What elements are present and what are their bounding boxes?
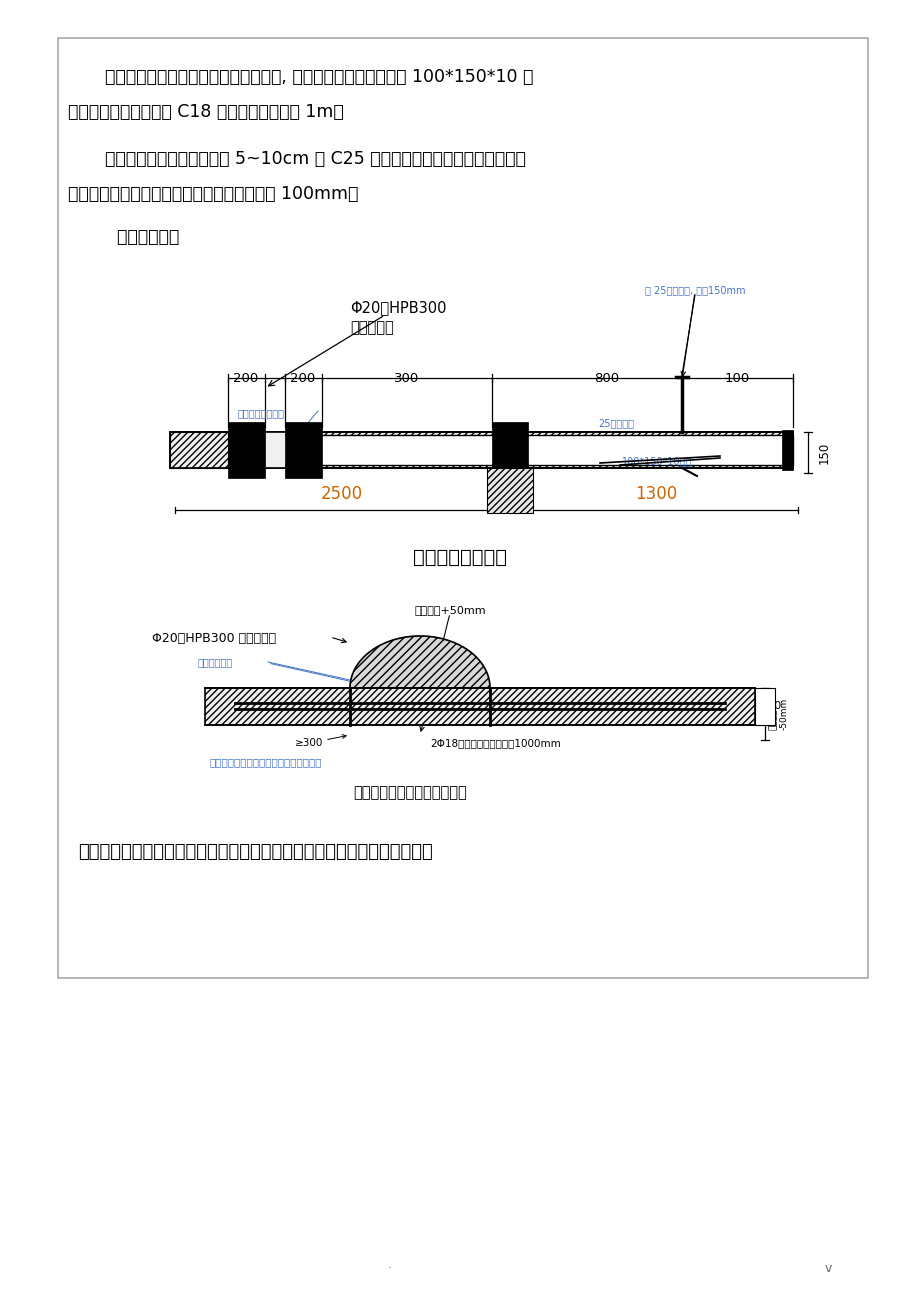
Text: 预埋环平直锚固段应在楼板底铁钢筋下侧: 预埋环平直锚固段应在楼板底铁钢筋下侧 [210,756,323,767]
Text: 100: 100 [723,372,749,385]
Bar [265,432,285,467]
Bar [170,432,228,467]
Text: 板。拉环根部附加两根 C18 锚固加强筋，长度 1m。: 板。拉环根部附加两根 C18 锚固加强筋，长度 1m。 [68,103,344,121]
Text: 构造详见下图: 构造详见下图 [95,228,179,246]
Bar [58,38,867,978]
Text: 悬挑钢梁穿墙处，如下做法，该处钢筋按照图纸及相关图集要求进行加强。: 悬挑钢梁穿墙处，如下做法，该处钢筋按照图纸及相关图集要求进行加强。 [78,842,432,861]
Text: 200: 200 [290,372,315,385]
Text: v: v [823,1262,831,1275]
Text: 悬挑钢梁楼面做法: 悬挑钢梁楼面做法 [413,548,506,566]
Text: 楔木楔子楔紧: 楔木楔子楔紧 [198,658,233,667]
Polygon shape [349,635,490,687]
Bar [228,422,265,478]
Text: 硬木楔子侧向楔紧: 硬木楔子侧向楔紧 [238,408,285,418]
Text: 2500: 2500 [321,486,363,503]
Text: h20: h20 [759,700,780,711]
Text: Φ20（HPB300: Φ20（HPB300 [349,299,446,315]
Text: 业 25钢筋焊接, 高度150mm: 业 25钢筋焊接, 高度150mm [644,285,744,296]
Bar [754,687,774,725]
Text: 工字钢与拉环中间空隙用硬木楔子楔紧, 工字钢与楼板接触位置垫 100*150*10 钢: 工字钢与拉环中间空隙用硬木楔子楔紧, 工字钢与楼板接触位置垫 100*150*1… [83,68,533,86]
Text: 150: 150 [817,441,830,464]
Bar [781,430,792,470]
Bar [170,432,792,467]
Text: 800: 800 [594,372,618,385]
Bar [486,467,532,513]
Bar [205,687,754,725]
Text: 1300: 1300 [634,486,676,503]
Text: 固定的定位点，定位点离悬挑梁端部不应小于 100mm。: 固定的定位点，定位点离悬挑梁端部不应小于 100mm。 [68,185,358,203]
Text: Φ20（HPB300 钢筋预埋）: Φ20（HPB300 钢筋预埋） [152,631,276,644]
Text: 楼板高度
-50mm: 楼板高度 -50mm [768,698,788,730]
Bar [228,435,792,465]
Text: 2Φ18锚固加强钢筋，长度1000mm: 2Φ18锚固加强钢筋，长度1000mm [429,738,561,749]
Text: 钢筋预埋）: 钢筋预埋） [349,320,393,335]
Text: 覆盖泥浆+50mm: 覆盖泥浆+50mm [414,605,486,615]
Text: 25钢筋焊接: 25钢筋焊接 [597,418,633,428]
Bar [285,422,322,478]
Text: 悬挑钢梁末端预埋环固定做法: 悬挑钢梁末端预埋环固定做法 [353,785,466,799]
Text: 200: 200 [233,372,258,385]
Text: ·: · [388,1262,391,1275]
Polygon shape [349,635,490,687]
Text: 100*150*10钢板: 100*150*10钢板 [621,456,692,466]
Text: 型钢悬挑梁悬挑段焊置高度 5~10cm 的 C25 钢筋作为使脚手架立杆与钢梁可靠: 型钢悬挑梁悬挑段焊置高度 5~10cm 的 C25 钢筋作为使脚手架立杆与钢梁可… [83,150,526,168]
Text: 300: 300 [394,372,419,385]
Text: ≥300: ≥300 [295,738,323,749]
Bar [492,422,528,478]
